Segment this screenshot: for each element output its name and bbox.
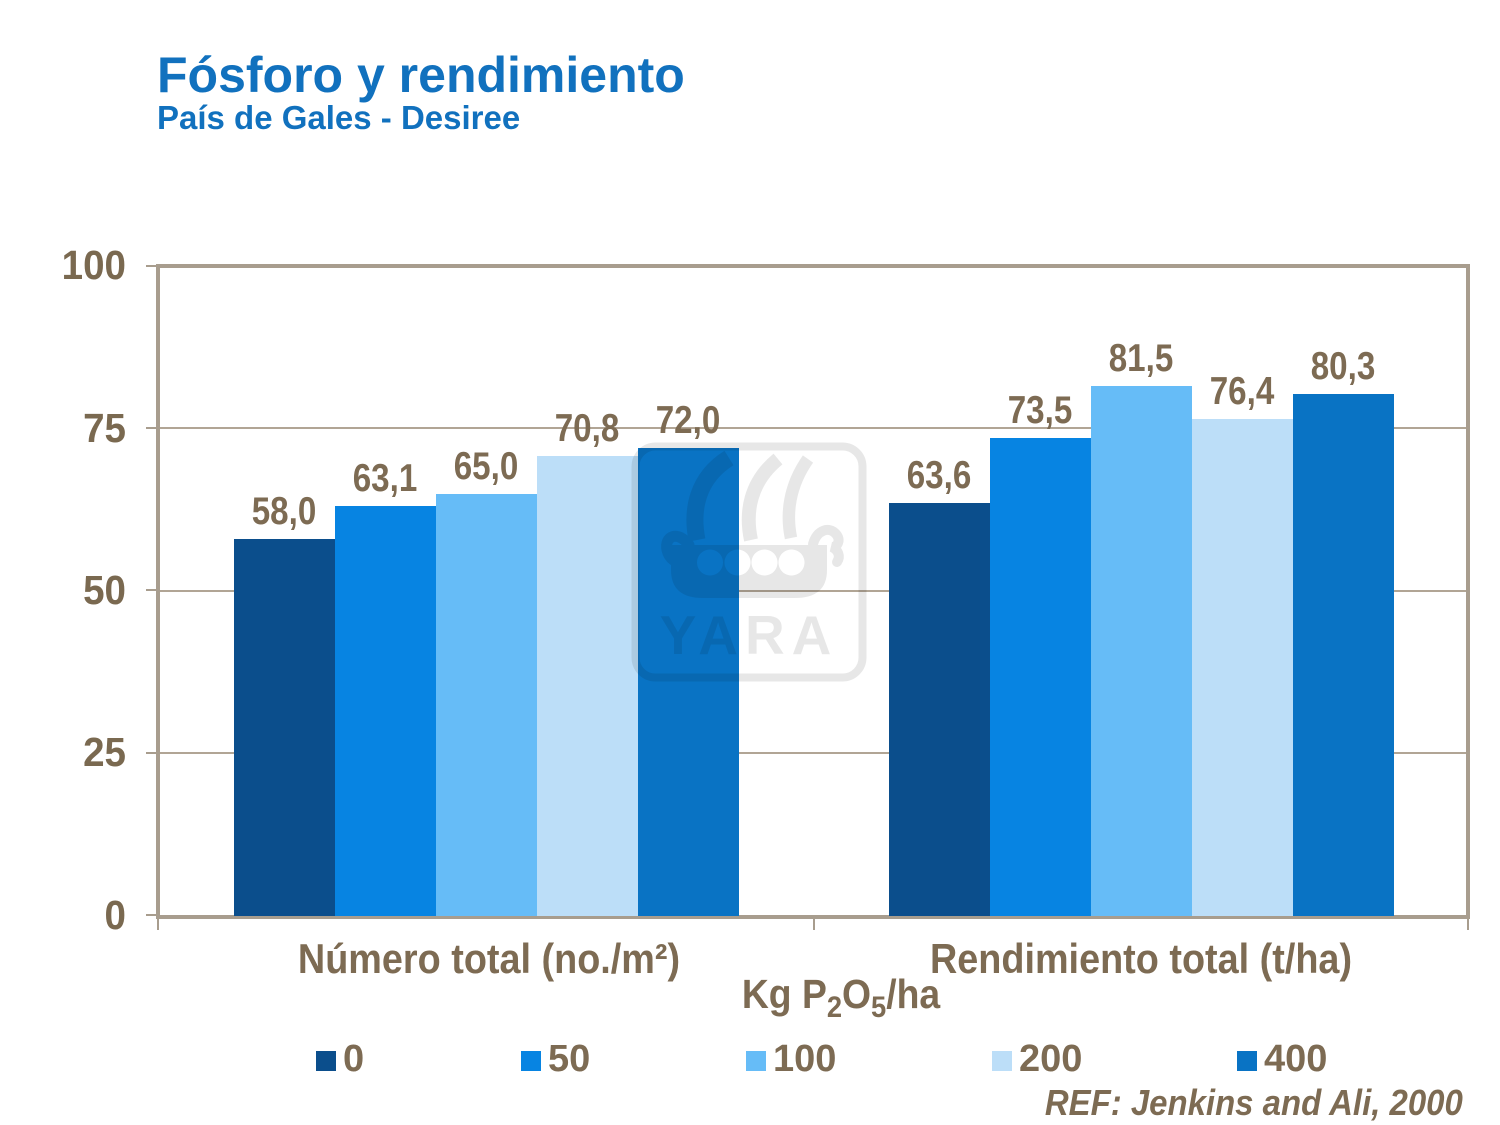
svg-text:YARA: YARA bbox=[660, 604, 839, 666]
